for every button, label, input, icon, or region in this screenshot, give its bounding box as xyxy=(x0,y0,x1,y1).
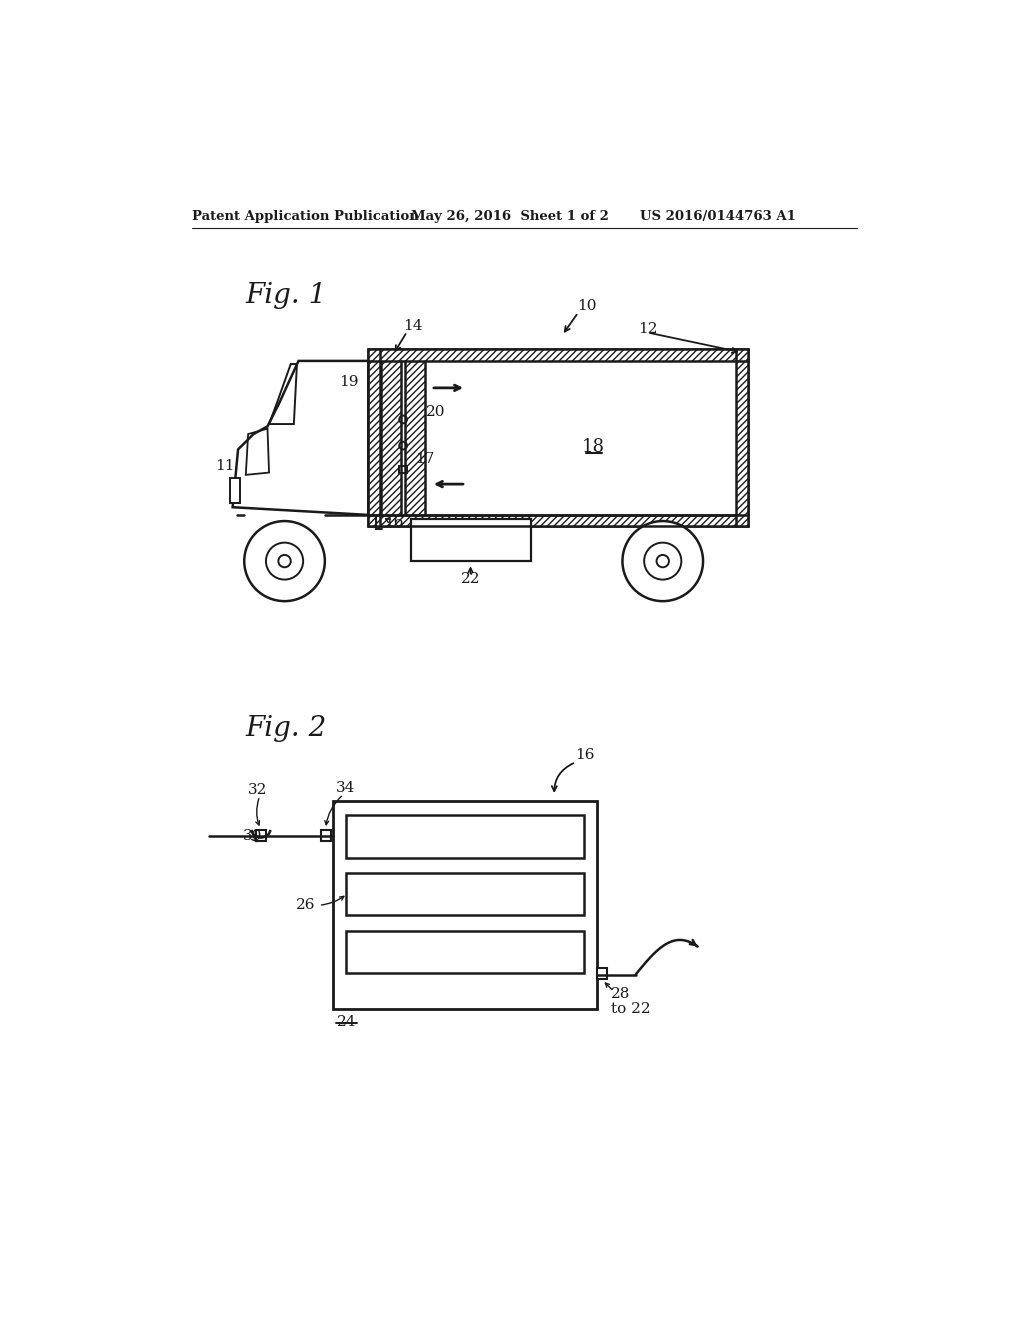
Bar xyxy=(256,830,266,841)
Text: US 2016/0144763 A1: US 2016/0144763 A1 xyxy=(640,210,796,223)
Text: 16: 16 xyxy=(384,515,403,529)
Text: 11: 11 xyxy=(215,459,234,474)
Text: 24: 24 xyxy=(337,1015,356,1028)
Text: to 22: to 22 xyxy=(611,1002,650,1016)
Bar xyxy=(597,969,607,979)
Text: 30: 30 xyxy=(243,829,262,843)
Bar xyxy=(321,830,331,841)
Text: 18: 18 xyxy=(582,438,604,457)
Text: 20: 20 xyxy=(426,405,445,420)
Circle shape xyxy=(245,521,325,601)
Circle shape xyxy=(399,416,407,424)
Bar xyxy=(346,816,585,858)
Text: May 26, 2016  Sheet 1 of 2: May 26, 2016 Sheet 1 of 2 xyxy=(411,210,608,223)
Bar xyxy=(381,360,400,515)
Circle shape xyxy=(656,554,669,568)
Bar xyxy=(369,350,380,527)
Text: Fig. 2: Fig. 2 xyxy=(246,714,327,742)
Text: 28: 28 xyxy=(611,987,630,1001)
Bar xyxy=(736,350,748,527)
Text: 14: 14 xyxy=(403,319,423,333)
Circle shape xyxy=(279,554,291,568)
Text: 34: 34 xyxy=(336,781,355,795)
Text: 32: 32 xyxy=(248,783,267,797)
Text: 17: 17 xyxy=(415,451,434,466)
Text: 16: 16 xyxy=(575,748,595,762)
Bar xyxy=(346,873,585,915)
Circle shape xyxy=(623,521,703,601)
Bar xyxy=(369,350,748,360)
Text: 12: 12 xyxy=(638,322,657,337)
Bar xyxy=(369,350,748,527)
Text: Fig. 1: Fig. 1 xyxy=(246,282,327,309)
Bar xyxy=(346,931,585,973)
Text: 10: 10 xyxy=(578,300,597,313)
Bar xyxy=(230,478,240,503)
Circle shape xyxy=(399,442,407,450)
Text: 26: 26 xyxy=(296,899,315,912)
Bar xyxy=(411,519,531,561)
Text: 22: 22 xyxy=(461,572,480,586)
Circle shape xyxy=(266,543,303,579)
Text: 19: 19 xyxy=(339,375,358,388)
Bar xyxy=(399,466,407,474)
Bar xyxy=(406,360,425,515)
Text: Patent Application Publication: Patent Application Publication xyxy=(191,210,418,223)
Bar xyxy=(334,801,597,1010)
Circle shape xyxy=(644,543,681,579)
Bar xyxy=(369,515,748,527)
